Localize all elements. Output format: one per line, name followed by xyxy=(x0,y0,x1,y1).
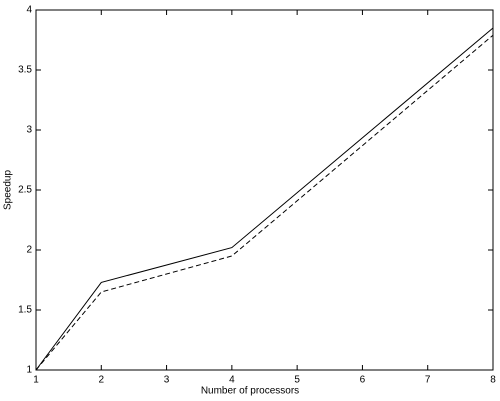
x-axis-label: Number of processors xyxy=(201,386,299,397)
y-tick-label: 2.5 xyxy=(18,185,32,196)
x-tick-label: 5 xyxy=(294,375,300,386)
x-tick-label: 2 xyxy=(99,375,105,386)
y-tick-label: 2 xyxy=(26,245,32,256)
line-series xyxy=(35,27,494,371)
x-tick-label: 1 xyxy=(33,375,39,386)
line-series xyxy=(35,34,494,371)
y-tick-label: 1 xyxy=(26,365,32,376)
x-tick-label: 6 xyxy=(360,375,366,386)
x-tick-label: 7 xyxy=(425,375,431,386)
y-tick-label: 4 xyxy=(26,5,32,16)
x-tick-label: 4 xyxy=(229,375,235,386)
y-axis-label: Speedup xyxy=(3,170,14,210)
y-tick-label: 3 xyxy=(26,125,32,136)
y-tick-label: 3.5 xyxy=(18,65,32,76)
x-tick-label: 3 xyxy=(164,375,170,386)
x-tick-label: 8 xyxy=(490,375,496,386)
y-tick-label: 1.5 xyxy=(18,305,32,316)
